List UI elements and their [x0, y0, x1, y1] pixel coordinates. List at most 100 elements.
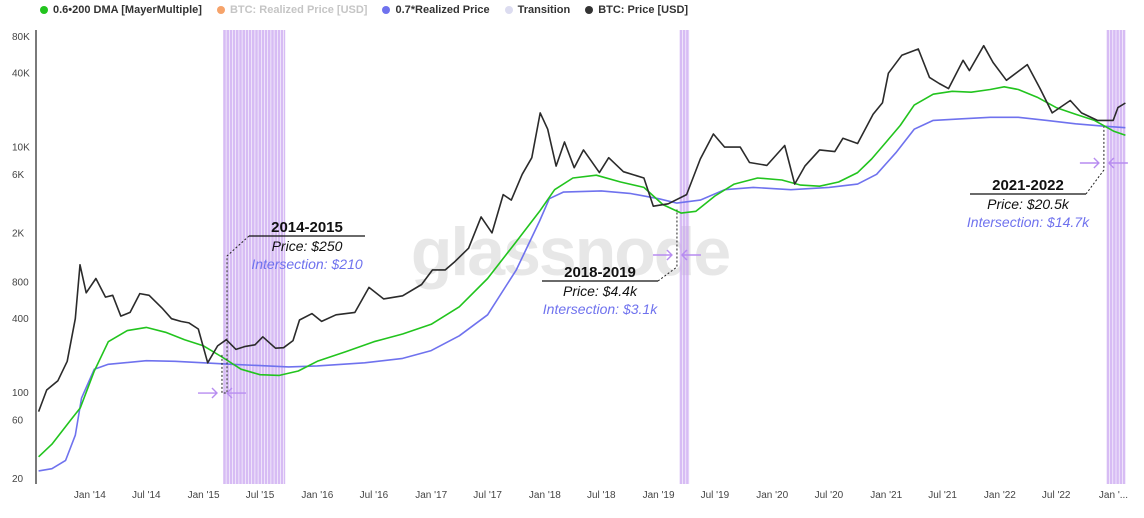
annotation-leader	[657, 209, 678, 282]
legend-label-price: BTC: Price [USD]	[598, 4, 689, 16]
annotation-price: Price: $250	[272, 238, 343, 254]
arrow-left-icon	[680, 249, 701, 261]
arrow-left-icon	[225, 387, 246, 399]
y-tick-label: 2K	[12, 228, 25, 239]
x-tick-label: Jan '21	[870, 490, 902, 501]
annotation-leader	[1085, 126, 1105, 195]
annotation-price: Price: $4.4k	[563, 283, 638, 299]
y-tick-label: 6K	[12, 170, 25, 181]
x-tick-label: Jan '17	[415, 490, 447, 501]
price-line	[37, 44, 1126, 412]
x-tick-label: Jan '...	[1099, 490, 1128, 501]
x-tick-label: Jul '21	[928, 490, 957, 501]
annotation-title: 2021-2022	[992, 177, 1064, 194]
legend-item-transition[interactable]: Transition	[504, 4, 571, 16]
x-tick-label: Jan '18	[529, 490, 561, 501]
series-lines	[37, 44, 1126, 472]
transition-stripe	[1122, 30, 1126, 484]
x-tick-label: Jan '15	[188, 490, 220, 501]
annotation-2021-2022: 2021-2022 Price: $20.5k Intersection: $14.…	[967, 126, 1128, 230]
transition-stripe	[239, 30, 242, 484]
transition-stripe	[277, 30, 281, 484]
annotation-intersection: Intersection: $3.1k	[543, 301, 658, 317]
y-tick-label: 100	[12, 388, 29, 399]
transition-stripe	[268, 30, 271, 484]
transition-stripe	[1109, 30, 1113, 484]
y-tick-label: 800	[12, 277, 29, 288]
x-tick-label: Jul '15	[246, 490, 275, 501]
transition-stripe	[236, 30, 239, 484]
x-tick-label: Jan '20	[756, 490, 788, 501]
legend-dot-realized-07	[382, 6, 391, 14]
transition-stripe	[232, 30, 236, 484]
legend-item-realized-price[interactable]: BTC: Realized Price [USD]	[216, 4, 368, 16]
x-tick-label: Jan '22	[984, 490, 1016, 501]
mayer-multiple-line	[38, 86, 1126, 458]
arrow-left-icon	[1107, 157, 1128, 169]
annotation-leader	[221, 235, 250, 394]
realized-price-07-line	[38, 116, 1126, 472]
transition-stripe	[245, 30, 249, 484]
y-tick-label: 20	[12, 474, 24, 485]
transition-stripe	[223, 30, 226, 484]
transition-stripe	[242, 30, 245, 484]
arrow-right-icon	[1079, 157, 1100, 169]
transition-stripe	[1113, 30, 1116, 484]
transition-stripe	[1116, 30, 1119, 484]
transition-stripe	[686, 30, 689, 484]
x-tick-label: Jan '16	[301, 490, 333, 501]
transition-stripe	[264, 30, 268, 484]
x-tick-label: Jul '18	[587, 490, 616, 501]
transition-stripe	[226, 30, 229, 484]
x-tick-label: Jul '22	[1042, 490, 1071, 501]
x-tick-label: Jan '14	[74, 490, 106, 501]
legend-label-realized-price: BTC: Realized Price [USD]	[229, 4, 368, 16]
y-tick-label: 10K	[12, 143, 30, 154]
legend-dot-transition	[504, 6, 513, 14]
transition-stripe	[274, 30, 277, 484]
annotation-intersection: Intersection: $210	[251, 256, 363, 272]
annotation-title: 2018-2019	[564, 264, 636, 281]
x-axis: Jan '14 Jul '14 Jan '15 Jul '15 Jan '16 Jul '…	[74, 490, 1128, 501]
legend-dot-price	[585, 6, 594, 14]
legend-dot-realized-price	[216, 6, 225, 14]
arrow-right-icon	[652, 249, 673, 261]
annotation-intersection: Intersection: $14.7k	[967, 214, 1090, 230]
legend-label-transition: Transition	[517, 4, 571, 16]
annotation-2014-2015: 2014-2015 Price: $250 Intersection: $210	[197, 219, 365, 399]
annotation-price: Price: $20.5k	[987, 196, 1070, 212]
transition-stripe	[1119, 30, 1123, 484]
annotation-2018-2019: 2018-2019 Price: $4.4k Intersection: $3.1k	[542, 209, 701, 317]
transition-stripe	[258, 30, 261, 484]
transition-band-1	[223, 30, 286, 484]
y-axis: 20 60 100 400 800 2K 6K 10K 40K 80K	[12, 32, 30, 485]
legend-item-price[interactable]: BTC: Price [USD]	[585, 4, 688, 16]
transition-band-3	[1106, 30, 1126, 484]
y-tick-label: 60	[12, 415, 24, 426]
x-tick-label: Jul '17	[473, 490, 502, 501]
transition-stripe	[255, 30, 258, 484]
chart-legend: 0.6•200 DMA [MayerMultiple] BTC: Realize…	[40, 4, 688, 16]
y-tick-label: 400	[12, 314, 29, 325]
legend-label-realized-07: 0.7*Realized Price	[395, 4, 490, 16]
legend-label-mayer: 0.6•200 DMA [MayerMultiple]	[53, 4, 202, 16]
transition-stripe	[271, 30, 274, 484]
x-tick-label: Jan '19	[643, 490, 675, 501]
transition-stripe	[252, 30, 255, 484]
transition-stripe	[1106, 30, 1110, 484]
arrow-right-icon	[197, 387, 218, 399]
transition-stripe	[679, 30, 683, 484]
transition-stripe	[280, 30, 284, 484]
x-tick-label: Jul '14	[132, 490, 161, 501]
x-tick-label: Jul '20	[815, 490, 844, 501]
transition-stripe	[284, 30, 286, 484]
legend-item-realized-07[interactable]: 0.7*Realized Price	[382, 4, 490, 16]
legend-dot-mayer	[40, 6, 48, 14]
annotation-title: 2014-2015	[271, 219, 343, 236]
y-tick-label: 80K	[12, 32, 30, 43]
x-tick-label: Jul '16	[360, 490, 389, 501]
transition-stripe	[261, 30, 265, 484]
legend-item-mayer[interactable]: 0.6•200 DMA [MayerMultiple]	[40, 4, 202, 16]
